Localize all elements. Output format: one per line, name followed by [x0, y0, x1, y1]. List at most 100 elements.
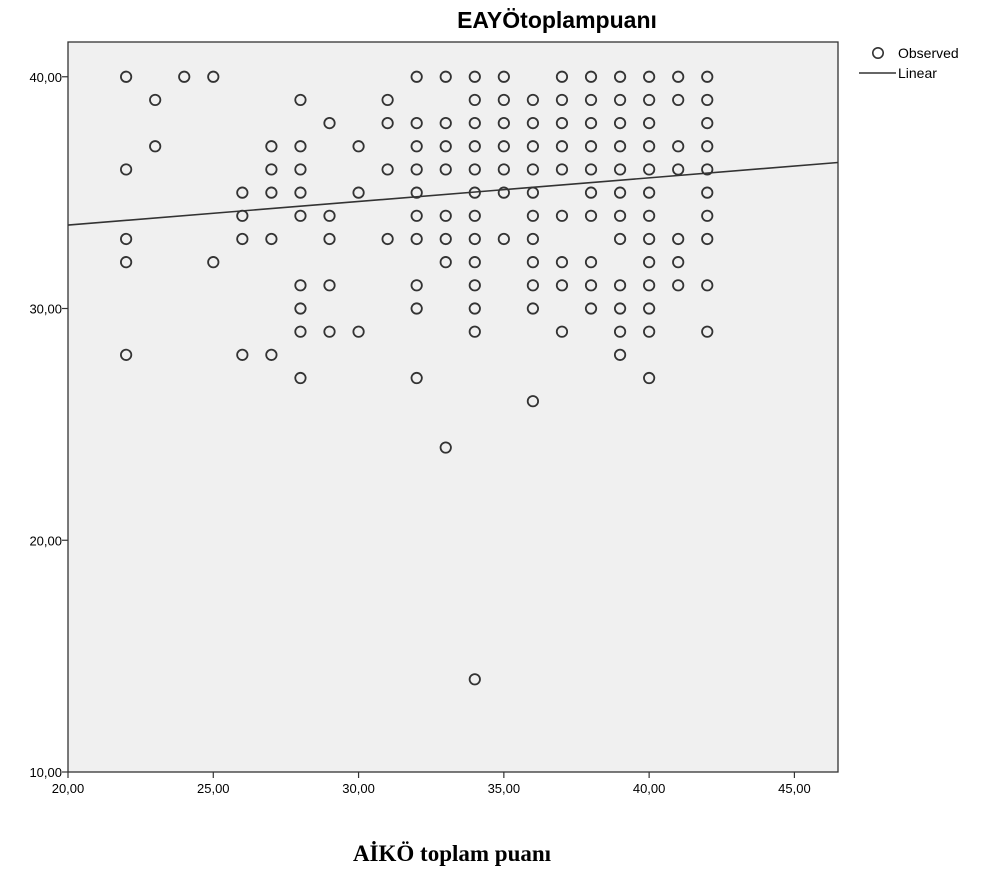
scatter-point	[701, 163, 714, 176]
plot-frame	[67, 41, 839, 773]
scatter-point	[672, 93, 685, 107]
x-axis-label: AİKÖ toplam puanı	[353, 841, 552, 866]
scatter-point	[701, 209, 714, 222]
scatter-point	[468, 256, 481, 269]
scatter-point	[439, 70, 452, 83]
scatter-point	[294, 302, 307, 315]
scatter-point	[584, 209, 598, 222]
x-tick-label: 25,00	[197, 781, 230, 796]
scatter-point	[584, 117, 598, 130]
scatter-point	[672, 140, 685, 153]
scatter-point	[701, 93, 714, 107]
scatter-point	[410, 371, 423, 385]
scatter-point	[410, 186, 423, 199]
x-tick-label: 35,00	[488, 781, 521, 796]
scatter-point	[352, 325, 365, 338]
scatter-point	[468, 325, 481, 338]
y-tick-label: 30,00	[29, 302, 62, 317]
scatter-point	[643, 371, 656, 385]
plot-area	[68, 42, 838, 772]
scatter-point	[468, 673, 481, 686]
scatter-point	[555, 117, 569, 130]
scatter-point	[497, 117, 510, 130]
scatter-point	[294, 140, 307, 153]
scatter-point	[120, 348, 133, 361]
scatter-point	[497, 232, 510, 246]
scatter-point	[323, 279, 336, 292]
x-tick-label: 40,00	[633, 781, 666, 796]
scatter-point	[381, 163, 394, 176]
scatter-point	[555, 209, 569, 222]
scatter-point	[497, 70, 510, 83]
scatter-point	[613, 186, 627, 199]
scatter-point	[643, 302, 656, 315]
scatter-point	[497, 186, 510, 199]
scatter-point	[381, 117, 394, 130]
scatter-point	[643, 186, 656, 199]
scatter-point	[584, 186, 598, 199]
scatter-point	[613, 70, 627, 83]
scatter-point	[381, 232, 394, 246]
scatter-point	[294, 93, 307, 107]
scatter-point	[294, 279, 307, 292]
scatter-point	[613, 232, 627, 246]
scatter-point	[526, 395, 540, 408]
scatter-point	[323, 209, 336, 222]
scatter-point	[120, 232, 133, 246]
scatter-point	[613, 163, 627, 176]
scatter-point	[294, 325, 307, 338]
scatter-point	[410, 232, 423, 246]
scatter-point	[439, 232, 452, 246]
scatter-point	[643, 117, 656, 130]
scatter-point	[584, 163, 598, 176]
scatter-point	[497, 163, 510, 176]
scatter-point	[410, 140, 423, 153]
scatter-point	[584, 279, 598, 292]
scatter-point	[410, 163, 423, 176]
scatter-point	[468, 232, 481, 246]
scatter-point	[526, 117, 540, 130]
scatter-point	[439, 117, 452, 130]
scatter-point	[701, 70, 714, 83]
scatter-point	[643, 163, 656, 176]
x-tick-label: 30,00	[342, 781, 375, 796]
scatter-point	[439, 441, 452, 454]
chart-title: EAYÖtoplampuanı	[457, 7, 657, 33]
scatter-point	[207, 256, 220, 269]
scatter-point	[643, 93, 656, 107]
scatter-point	[526, 163, 540, 176]
scatter-point	[352, 186, 365, 199]
scatter-point	[439, 140, 452, 153]
scatter-point	[468, 93, 481, 107]
scatter-point	[439, 256, 452, 269]
scatter-point	[323, 325, 336, 338]
scatter-point	[265, 140, 278, 153]
y-tick-label: 20,00	[29, 533, 62, 548]
scatter-point	[613, 302, 627, 315]
scatter-point	[526, 93, 540, 107]
scatter-point	[672, 279, 685, 292]
x-tick-label: 45,00	[778, 781, 811, 796]
scatter-point	[468, 163, 481, 176]
scatter-point	[555, 256, 569, 269]
scatter-point	[265, 186, 278, 199]
scatter-point	[526, 279, 540, 292]
scatter-point	[236, 186, 249, 199]
scatter-point	[555, 325, 569, 338]
scatter-point	[555, 93, 569, 107]
scatter-point	[613, 93, 627, 107]
scatter-point	[643, 232, 656, 246]
scatter-point	[352, 140, 365, 153]
scatter-point	[584, 256, 598, 269]
scatter-point	[236, 232, 249, 246]
legend-observed-marker	[871, 46, 884, 59]
scatter-point	[526, 140, 540, 153]
scatter-point	[410, 279, 423, 292]
y-tick-label: 40,00	[29, 70, 62, 85]
scatter-point	[701, 186, 714, 199]
scatter-point	[468, 302, 481, 315]
scatter-point	[120, 163, 133, 176]
scatter-point	[672, 163, 685, 176]
scatter-point	[178, 70, 191, 83]
